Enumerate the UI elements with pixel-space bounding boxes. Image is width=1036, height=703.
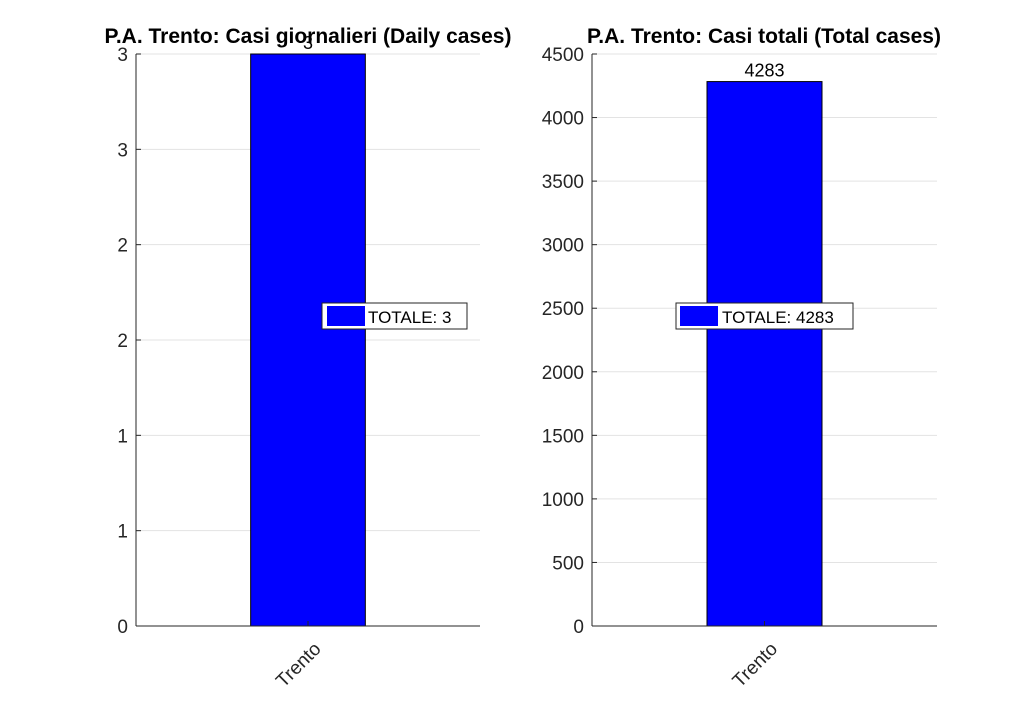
- legend-entry: TOTALE: 3: [368, 308, 451, 327]
- y-tick-label: 0: [573, 617, 584, 638]
- y-tick-label: 4500: [542, 45, 584, 66]
- y-tick-label: 2500: [542, 299, 584, 320]
- y-tick-label: 1: [117, 426, 128, 447]
- legend: TOTALE: 4283: [675, 302, 854, 330]
- legend: TOTALE: 3: [321, 302, 468, 330]
- legend-swatch: [327, 306, 365, 326]
- y-tick-label: 2: [117, 331, 128, 352]
- legend-swatch: [680, 306, 718, 326]
- y-tick-label: 2000: [542, 363, 584, 384]
- y-ticks: 0 500 1000 1500 2000 2500 3000 3500 4000 4500: [542, 45, 597, 638]
- data-labels: 4283: [744, 61, 784, 81]
- y-tick-label: 1500: [542, 426, 584, 447]
- legend-entry: TOTALE: 4283: [722, 308, 834, 327]
- bar-trento: [250, 53, 366, 627]
- data-labels: 3: [303, 33, 313, 53]
- bars: [706, 81, 823, 627]
- y-tick-label: 1: [117, 522, 128, 543]
- bar-value-label: 4283: [744, 61, 784, 81]
- y-tick-label: 3: [117, 140, 128, 161]
- y-ticks: 0 1 1 2 2 3 3: [117, 45, 141, 638]
- chart-title: P.A. Trento: Casi giornalieri (Daily cas…: [105, 25, 512, 48]
- chart-title: P.A. Trento: Casi totali (Total cases): [587, 25, 941, 48]
- y-tick-label: 3500: [542, 172, 584, 193]
- bar-trento: [706, 81, 823, 627]
- y-tick-label: 500: [552, 553, 584, 574]
- y-tick-label: 4000: [542, 109, 584, 130]
- y-tick-label: 2: [117, 236, 128, 257]
- y-tick-label: 3000: [542, 236, 584, 257]
- y-tick-label: 3: [117, 45, 128, 66]
- y-tick-label: 1000: [542, 490, 584, 511]
- bar-value-label: 3: [303, 33, 313, 53]
- bars: [250, 53, 366, 627]
- y-tick-label: 0: [117, 617, 128, 638]
